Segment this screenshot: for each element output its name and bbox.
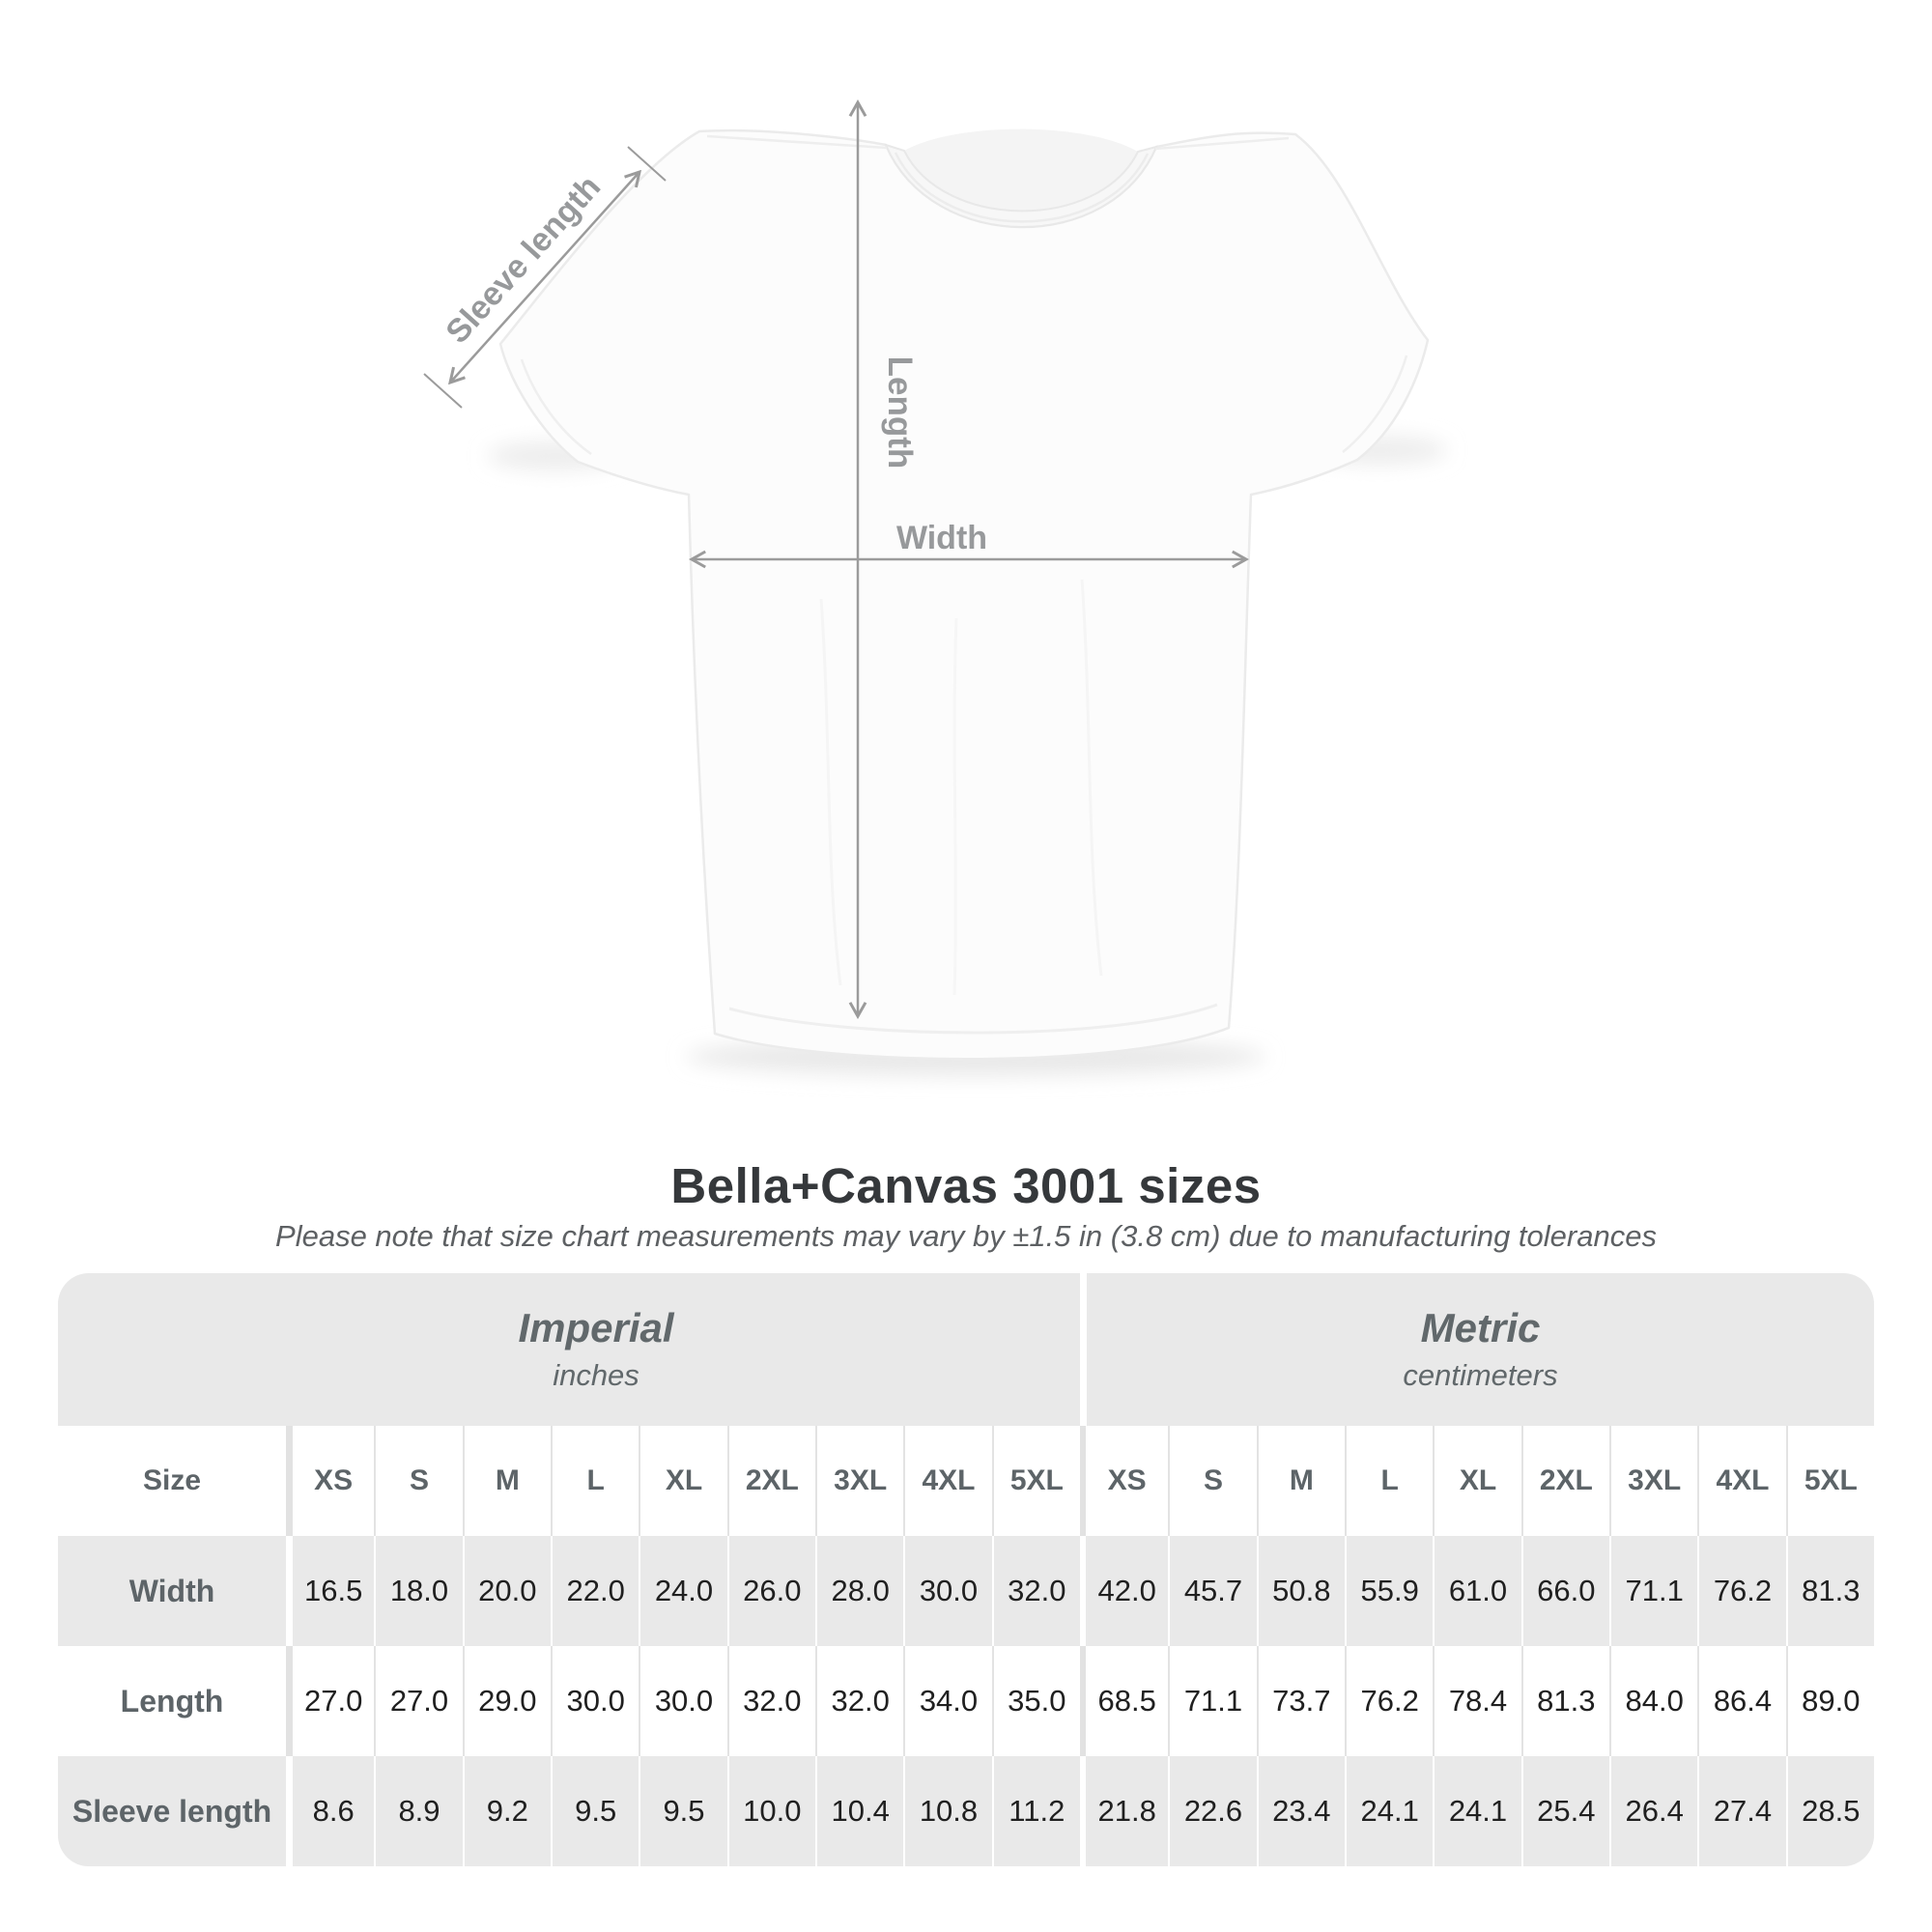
neck-opening	[904, 128, 1138, 212]
sleeve-tick-upper	[627, 146, 667, 182]
size-col-header: 4XL	[903, 1426, 991, 1536]
dimension-lines	[423, 102, 1246, 1016]
page-title: Bella+Canvas 3001 sizes	[670, 1158, 1262, 1213]
size-col-header: XL	[639, 1426, 726, 1536]
table-cell: 35.0	[991, 1646, 1080, 1756]
table-cell: 34.0	[903, 1646, 991, 1756]
size-col-header: 5XL	[1785, 1426, 1874, 1536]
table-cell: 81.3	[1785, 1536, 1874, 1646]
table-cell: 10.8	[903, 1756, 991, 1866]
table-cell: 9.2	[462, 1756, 551, 1866]
table-cell: 32.0	[726, 1646, 815, 1756]
table-cell: 30.0	[551, 1646, 639, 1756]
table-cell: 42.0	[1080, 1536, 1168, 1646]
imperial-unit: inches	[553, 1358, 639, 1393]
table-cell: 71.1	[1168, 1646, 1256, 1756]
metric-header: Metric centimeters	[1080, 1273, 1874, 1426]
size-col-header: 3XL	[1609, 1426, 1697, 1536]
imperial-title: Imperial	[518, 1304, 674, 1350]
table-cell: 25.4	[1520, 1756, 1609, 1866]
table-cell: 86.4	[1697, 1646, 1785, 1756]
table-cell: 30.0	[903, 1536, 991, 1646]
metric-title: Metric	[1420, 1304, 1541, 1350]
table-cell: 76.2	[1697, 1536, 1785, 1646]
table-cell: 22.6	[1168, 1756, 1256, 1866]
size-col-header: XS	[286, 1426, 374, 1536]
table-cell: 18.0	[374, 1536, 462, 1646]
size-col-header: L	[551, 1426, 639, 1536]
table-cell: 10.0	[726, 1756, 815, 1866]
table-cell: 45.7	[1168, 1536, 1256, 1646]
size-col-header: XS	[1080, 1426, 1168, 1536]
table-cell: 27.4	[1697, 1756, 1785, 1866]
table-cell: 8.9	[374, 1756, 462, 1866]
table-cell: 22.0	[551, 1536, 639, 1646]
size-row-label: Size	[142, 1464, 202, 1496]
size-col-header: M	[462, 1426, 551, 1536]
table-cell: 28.5	[1785, 1756, 1874, 1866]
table-cell: 30.0	[639, 1646, 726, 1756]
size-col-header: S	[374, 1426, 462, 1536]
tshirt-measurement-diagram: Sleeve length Length Width	[423, 0, 1447, 1076]
table-cell: 81.3	[1520, 1646, 1609, 1756]
table-cell: 61.0	[1433, 1536, 1520, 1646]
row-label: Width	[128, 1573, 215, 1608]
table-cell: 16.5	[286, 1536, 374, 1646]
size-col-header: XL	[1433, 1426, 1520, 1536]
table-cell: 78.4	[1433, 1646, 1520, 1756]
table-cell: 55.9	[1345, 1536, 1433, 1646]
tshirt-image	[498, 128, 1430, 1061]
table-cell: 10.4	[815, 1756, 903, 1866]
table-cell: 84.0	[1609, 1646, 1697, 1756]
size-col-header: 2XL	[1520, 1426, 1609, 1536]
table-cell: 20.0	[462, 1536, 551, 1646]
table-cell: 89.0	[1785, 1646, 1874, 1756]
size-col-header: 2XL	[726, 1426, 815, 1536]
sleeve-length-row: Sleeve length 8.6 8.9 9.2 9.5 9.5 10.0 1…	[58, 1756, 1874, 1866]
table-cell: 8.6	[286, 1756, 374, 1866]
table-cell: 24.0	[639, 1536, 726, 1646]
table-cell: 29.0	[462, 1646, 551, 1756]
table-cell: 28.0	[815, 1536, 903, 1646]
table-cell: 32.0	[991, 1536, 1080, 1646]
size-header-row: Size XS S M L XL 2XL 3XL 4XL 5XL XS S M …	[58, 1426, 1874, 1536]
table-cell: 73.7	[1256, 1646, 1345, 1756]
length-label: Length	[881, 356, 919, 469]
size-table: Imperial inches Metric centimeters Size …	[58, 1273, 1874, 1866]
table-cell: 21.8	[1080, 1756, 1168, 1866]
table-cell: 71.1	[1609, 1536, 1697, 1646]
table-cell: 50.8	[1256, 1536, 1345, 1646]
row-label: Sleeve length	[71, 1793, 272, 1829]
table-cell: 68.5	[1080, 1646, 1168, 1756]
size-col-header: 3XL	[815, 1426, 903, 1536]
size-col-header: M	[1256, 1426, 1345, 1536]
size-col-header: 4XL	[1697, 1426, 1785, 1536]
table-cell: 9.5	[639, 1756, 726, 1866]
row-label: Length	[120, 1683, 224, 1719]
table-cell: 26.0	[726, 1536, 815, 1646]
sleeve-dimension-line	[450, 172, 639, 383]
table-cell: 23.4	[1256, 1756, 1345, 1866]
table-cell: 76.2	[1345, 1646, 1433, 1756]
table-cell: 26.4	[1609, 1756, 1697, 1866]
imperial-header: Imperial inches	[58, 1273, 1080, 1426]
size-col-header: 5XL	[991, 1426, 1080, 1536]
length-row: Length 27.0 27.0 29.0 30.0 30.0 32.0 32.…	[58, 1646, 1874, 1756]
table-cell: 24.1	[1345, 1756, 1433, 1866]
width-row: Width 16.5 18.0 20.0 22.0 24.0 26.0 28.0…	[58, 1536, 1874, 1646]
size-col-header: L	[1345, 1426, 1433, 1536]
table-cell: 27.0	[374, 1646, 462, 1756]
sleeve-tick-lower	[423, 373, 463, 409]
table-cell: 32.0	[815, 1646, 903, 1756]
table-cell: 66.0	[1520, 1536, 1609, 1646]
size-col-header: S	[1168, 1426, 1256, 1536]
width-label: Width	[896, 520, 987, 556]
page-subtitle: Please note that size chart measurements…	[275, 1219, 1657, 1253]
table-cell: 9.5	[551, 1756, 639, 1866]
table-cell: 24.1	[1433, 1756, 1520, 1866]
metric-unit: centimeters	[1403, 1358, 1558, 1393]
unit-header-band: Imperial inches Metric centimeters	[58, 1273, 1874, 1426]
table-cell: 11.2	[991, 1756, 1080, 1866]
table-cell: 27.0	[286, 1646, 374, 1756]
